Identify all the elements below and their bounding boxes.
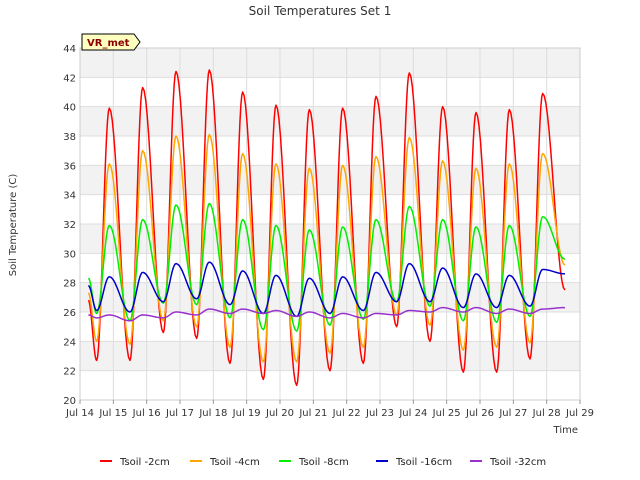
x-tick-label: Jul 29 <box>565 408 594 419</box>
plot-frame <box>79 47 581 401</box>
y-tick-label: 30 <box>63 249 76 260</box>
legend: Tsoil -2cm Tsoil -4cm Tsoil -8cm Tsoil -16c… <box>100 457 546 468</box>
series-line <box>88 306 566 322</box>
y-tick-label: 32 <box>63 220 76 231</box>
background-band <box>80 224 580 254</box>
y-tick-label: 26 <box>63 308 76 319</box>
y-tick-label: 20 <box>63 396 76 407</box>
background-band <box>80 282 580 312</box>
x-tick-label: Jul 28 <box>532 408 561 419</box>
x-tick-label: Jul 22 <box>332 408 361 419</box>
x-tick-label: Jul 24 <box>398 408 427 419</box>
x-tick-label: Jul 18 <box>198 408 227 419</box>
x-tick-label: Jul 26 <box>465 408 494 419</box>
x-tick-labels: Jul 14 Jul 15 Jul 16 Jul 17 Jul 18 Jul 19 Jul … <box>65 400 594 419</box>
series-line <box>87 69 566 387</box>
x-tick-label: Jul 17 <box>165 408 194 419</box>
vr-met-badge: VR_met <box>81 33 141 51</box>
legend-item: Tsoil -16cm <box>376 457 452 468</box>
series-line <box>87 133 566 363</box>
x-tick-label: Jul 27 <box>498 408 527 419</box>
legend-label: Tsoil -16cm <box>395 457 452 468</box>
legend-item: Tsoil -2cm <box>100 457 170 468</box>
x-tick-label: Jul 25 <box>432 408 461 419</box>
x-tick-label: Jul 14 <box>65 408 94 419</box>
x-tick-label: Jul 19 <box>232 408 261 419</box>
x-axis-title: Time <box>553 425 578 436</box>
series-line <box>87 202 566 332</box>
legend-item: Tsoil -4cm <box>190 457 260 468</box>
x-tick-label: Jul 20 <box>265 408 294 419</box>
y-tick-label: 22 <box>63 367 76 378</box>
y-tick-label: 24 <box>63 337 76 348</box>
chart-title: Soil Temperatures Set 1 <box>249 4 392 18</box>
legend-item: Tsoil -32cm <box>470 457 546 468</box>
legend-label: Tsoil -32cm <box>489 457 546 468</box>
series-line <box>87 261 566 318</box>
y-tick-label: 40 <box>63 103 76 114</box>
legend-label: Tsoil -2cm <box>119 457 170 468</box>
badge-text: VR_met <box>87 38 130 49</box>
y-tick-label: 36 <box>63 161 76 172</box>
series-layer <box>87 69 566 387</box>
x-tick-label: Jul 15 <box>98 408 127 419</box>
background-band <box>80 341 580 371</box>
y-tick-label: 28 <box>63 279 76 290</box>
y-axis-title: Soil Temperature (C) <box>8 174 19 277</box>
legend-label: Tsoil -8cm <box>298 457 349 468</box>
background-band <box>80 165 580 195</box>
plot-background-bands <box>80 48 580 371</box>
x-tick-label: Jul 16 <box>132 408 161 419</box>
x-tick-label: Jul 21 <box>298 408 327 419</box>
y-tick-label: 34 <box>63 191 76 202</box>
legend-label: Tsoil -4cm <box>209 457 260 468</box>
y-tick-label: 44 <box>63 44 76 55</box>
y-tick-label: 42 <box>63 73 76 84</box>
x-tick-label: Jul 23 <box>365 408 394 419</box>
y-tick-labels: 20 22 24 26 28 30 32 34 36 38 40 42 44 <box>63 44 76 407</box>
y-tick-label: 38 <box>63 132 76 143</box>
background-band <box>80 106 580 136</box>
badge-shape <box>81 33 141 51</box>
background-band <box>80 48 580 78</box>
legend-item: Tsoil -8cm <box>279 457 349 468</box>
